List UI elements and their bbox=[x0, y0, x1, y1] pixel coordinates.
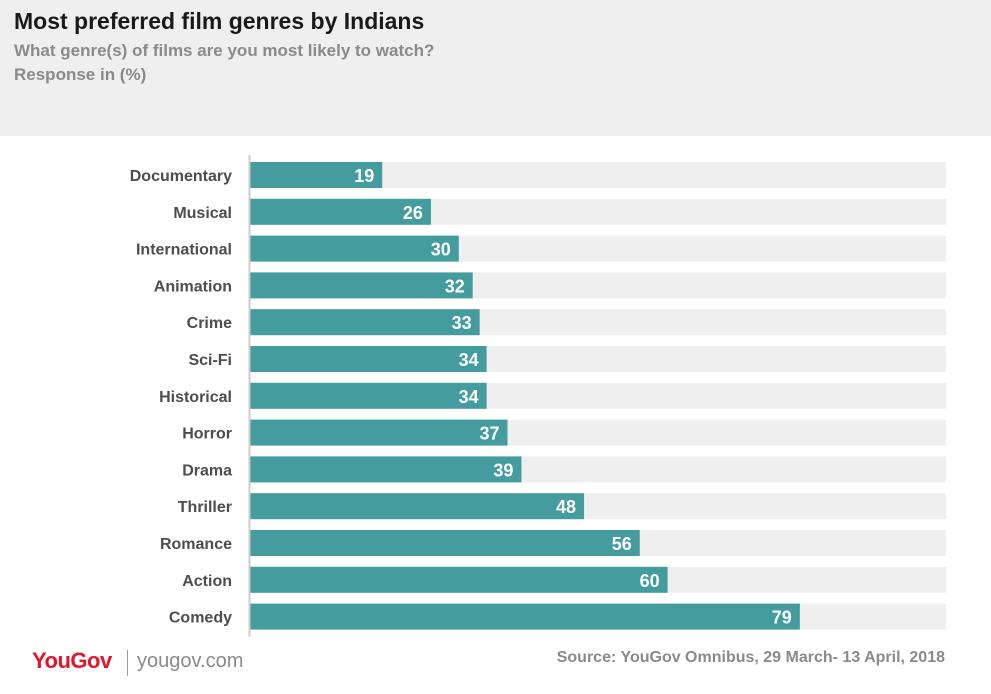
category-label: Crime bbox=[187, 315, 232, 332]
category-label: Musical bbox=[173, 205, 232, 222]
bar-chart: Documentary 19 Musical 26 International 30 Ani… bbox=[130, 155, 946, 637]
value-label: 79 bbox=[772, 608, 792, 628]
footer-site-link[interactable]: yougov.com bbox=[137, 650, 244, 672]
bar bbox=[250, 346, 487, 372]
category-label: Historical bbox=[159, 389, 232, 406]
bar bbox=[250, 419, 508, 446]
value-label: 39 bbox=[493, 460, 513, 480]
bar bbox=[250, 235, 459, 262]
category-label: Documentary bbox=[130, 168, 232, 185]
header-panel: Most preferred film genres by Indians Wh… bbox=[0, 0, 991, 136]
category-label: Thriller bbox=[178, 499, 232, 516]
footer-divider bbox=[127, 650, 128, 676]
bar bbox=[250, 493, 585, 520]
yougov-logo: YouGov bbox=[32, 648, 112, 673]
value-label: 26 bbox=[403, 203, 423, 223]
unit-note: Response in (%) bbox=[14, 65, 147, 84]
chart-title: Most preferred film genres by Indians bbox=[14, 8, 425, 34]
value-label: 48 bbox=[556, 497, 576, 517]
bar bbox=[250, 382, 487, 409]
category-label: Drama bbox=[182, 462, 232, 479]
source-note: Source: YouGov Omnibus, 29 March- 13 Apr… bbox=[556, 649, 945, 666]
bar bbox=[250, 162, 383, 188]
value-label: 33 bbox=[452, 313, 472, 333]
bar bbox=[250, 530, 640, 556]
bar bbox=[250, 456, 522, 483]
bar bbox=[250, 603, 800, 630]
value-label: 37 bbox=[479, 424, 499, 444]
value-label: 19 bbox=[354, 166, 374, 186]
chart-subtitle: What genre(s) of films are you most like… bbox=[14, 41, 435, 60]
category-label: Action bbox=[182, 573, 232, 590]
bar bbox=[250, 272, 473, 299]
bar bbox=[250, 309, 480, 336]
value-label: 60 bbox=[640, 571, 660, 591]
category-label: Comedy bbox=[169, 610, 232, 627]
value-label: 34 bbox=[459, 387, 479, 407]
value-label: 34 bbox=[459, 350, 479, 370]
value-label: 30 bbox=[431, 240, 451, 260]
bar bbox=[250, 566, 668, 593]
category-label: Romance bbox=[160, 536, 232, 553]
value-label: 56 bbox=[612, 534, 632, 554]
category-label: Sci-Fi bbox=[188, 352, 232, 369]
category-label: International bbox=[136, 242, 232, 259]
category-label: Animation bbox=[154, 278, 232, 295]
bar bbox=[250, 198, 431, 225]
category-label: Horror bbox=[182, 426, 232, 443]
value-label: 32 bbox=[445, 276, 465, 296]
